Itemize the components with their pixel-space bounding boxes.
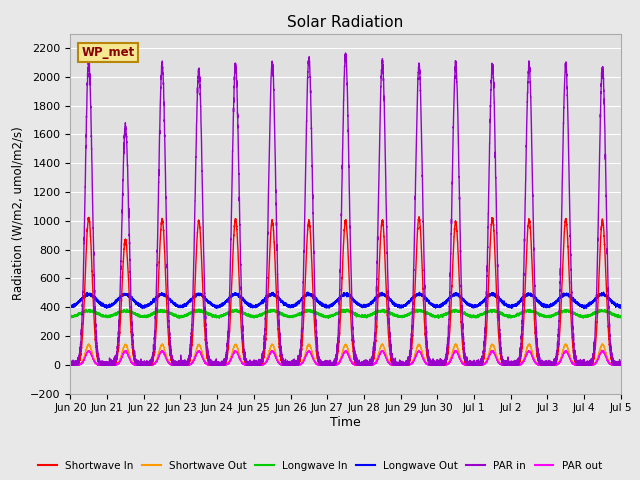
Text: WP_met: WP_met [81,46,134,59]
Legend: Shortwave In, Shortwave Out, Longwave In, Longwave Out, PAR in, PAR out: Shortwave In, Shortwave Out, Longwave In… [34,456,606,475]
X-axis label: Time: Time [330,416,361,429]
Title: Solar Radiation: Solar Radiation [287,15,404,30]
Y-axis label: Radiation (W/m2, umol/m2/s): Radiation (W/m2, umol/m2/s) [12,127,24,300]
